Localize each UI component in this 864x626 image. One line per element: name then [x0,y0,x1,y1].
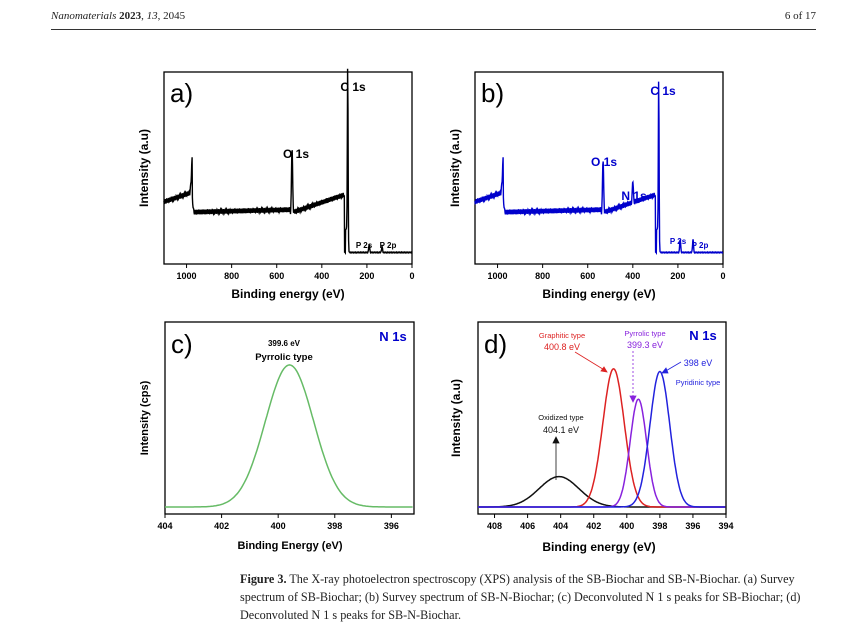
x-tick-label-c-1: 402 [214,521,229,531]
x-tick-label-a-4: 200 [359,271,374,281]
x-tick-label-b-5: 0 [720,271,725,281]
panel-d-arrows [552,351,682,480]
article-number: 2045 [163,10,186,22]
figure-caption: Figure 3. The X-ray photoelectron spectr… [240,570,825,624]
panel-b-label: b) [481,78,504,108]
x-tick-label-a-3: 400 [314,271,329,281]
journal-volume: 13 [146,10,158,22]
x-tick-label-a-1: 800 [224,271,239,281]
x-tick-label-d-6: 396 [685,521,700,531]
panel-b-frame [474,71,724,265]
peak-label-a-c1s: C 1s [340,80,366,94]
panel-c-frame [164,321,415,515]
x-tick-label-d-0: 408 [487,521,502,531]
arrowhead-graphitic [600,366,608,373]
peak-label-a-o1s: O 1s [283,147,309,161]
peak-label-b-c1s: C 1s [650,84,676,98]
xps-figure: a) b) c) d) Binding energy (eV) Binding … [137,68,734,554]
x-tick-label-d-5: 398 [652,521,667,531]
panel-d-title: N 1s [689,328,716,343]
journal-year: 2023 [119,10,142,22]
peak-curve-d-3 [478,370,726,508]
survey-line-a [163,68,413,256]
x-tick-label-c-4: 396 [384,521,399,531]
label-pyridinic-energy: 398 eV [684,358,713,368]
header-citation: Nanomaterials 2023, 13, 2045 [51,10,186,22]
peak-curve-d-0 [478,475,726,508]
panel-d-frame [477,321,727,515]
x-tick-label-d-7: 394 [718,521,733,531]
label-graphitic-type: Graphitic type [539,331,585,340]
panel-d-xlabel: Binding energy (eV) [542,540,655,554]
page-header: Nanomaterials 2023, 13, 2045 6 of 17 [51,8,816,28]
arrow-graphitic [574,351,607,372]
panel-c-xlabel: Binding Energy (eV) [237,540,342,552]
panel-d-label: d) [484,329,507,359]
panel-c-peak-energy: 399.6 eV [268,339,301,348]
label-pyridinic-type: Pyridinic type [676,378,721,387]
arrowhead-pyrrolic [629,395,637,403]
panel-a-xlabel: Binding energy (eV) [231,287,344,301]
label-pyrrolic-type: Pyrrolic type [624,329,665,338]
peak-label-a-p2s: P 2s [356,241,373,250]
panel-b-xlabel: Binding energy (eV) [542,287,655,301]
label-oxidized-type: Oxidized type [538,413,583,422]
panel-c-peak-type: Pyrrolic type [255,352,313,363]
x-tick-label-c-0: 404 [157,521,172,531]
panel-a-frame [163,71,413,265]
panel-c-title: N 1s [379,329,406,344]
peak-curve-c-0 [165,364,413,508]
x-tick-label-b-1: 800 [535,271,550,281]
x-tick-label-d-3: 402 [586,521,601,531]
x-tick-label-a-5: 0 [409,271,414,281]
label-pyrrolic-energy: 399.3 eV [627,340,663,350]
chart-marks: 1000 800 600 400 200 0 1000 800 600 400 200 0 404 402… [157,68,734,531]
x-tick-label-b-3: 400 [625,271,640,281]
x-tick-label-b-2: 600 [580,271,595,281]
panel-d-ylabel: Intensity (a.u) [449,379,463,457]
peak-label-a-p2p: P 2p [380,241,397,250]
panel-c-label: c) [171,329,193,359]
x-tick-label-b-0: 1000 [488,271,508,281]
x-tick-label-a-2: 600 [269,271,284,281]
page-number: 6 of 17 [784,10,816,22]
peak-curve-d-1 [478,367,726,508]
peak-label-b-p2p: P 2p [692,241,709,250]
arrowhead-oxidized [552,436,560,444]
peak-label-b-p2s: P 2s [670,237,687,246]
survey-line-b [474,81,724,256]
panel-c-ylabel: Intensity (cps) [139,380,151,455]
x-tick-label-d-2: 404 [553,521,568,531]
caption-text: The X-ray photoelectron spectroscopy (XP… [240,572,801,622]
panel-b-ylabel: Intensity (a.u) [448,129,462,207]
arrowhead-pyridinic [661,367,669,374]
panel-a-label: a) [170,78,193,108]
header-rule [51,29,816,30]
x-tick-label-d-1: 406 [520,521,535,531]
panel-a-ylabel: Intensity (a.u) [137,129,151,207]
x-tick-label-d-4: 400 [619,521,634,531]
peak-curve-d-2 [478,398,726,508]
x-tick-label-b-4: 200 [670,271,685,281]
x-tick-label-c-2: 400 [271,521,286,531]
label-oxidized-energy: 404.1 eV [543,425,579,435]
x-tick-label-c-3: 398 [327,521,342,531]
journal-name: Nanomaterials [51,10,117,22]
peak-label-b-o1s: O 1s [591,155,617,169]
caption-label: Figure 3. [240,572,287,586]
label-graphitic-energy: 400.8 eV [544,342,580,352]
x-tick-label-a-0: 1000 [177,271,197,281]
